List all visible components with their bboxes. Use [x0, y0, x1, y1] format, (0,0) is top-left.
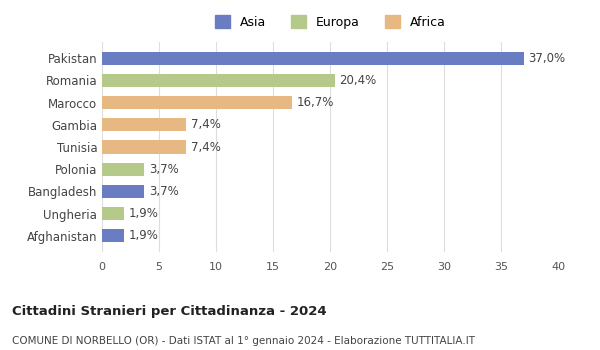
Text: 16,7%: 16,7%	[297, 96, 334, 109]
Text: 7,4%: 7,4%	[191, 140, 221, 154]
Text: COMUNE DI NORBELLO (OR) - Dati ISTAT al 1° gennaio 2024 - Elaborazione TUTTITALI: COMUNE DI NORBELLO (OR) - Dati ISTAT al …	[12, 336, 475, 346]
Bar	[102, 96, 292, 109]
Bar	[102, 74, 335, 87]
Text: 7,4%: 7,4%	[191, 118, 221, 131]
Text: 1,9%: 1,9%	[128, 207, 158, 220]
Text: Cittadini Stranieri per Cittadinanza - 2024: Cittadini Stranieri per Cittadinanza - 2…	[12, 304, 326, 317]
Text: 1,9%: 1,9%	[128, 229, 158, 242]
Text: 3,7%: 3,7%	[149, 163, 178, 176]
Bar	[102, 118, 187, 132]
Bar	[102, 51, 524, 65]
Text: 37,0%: 37,0%	[529, 52, 565, 65]
Legend: Asia, Europa, Africa: Asia, Europa, Africa	[209, 10, 451, 34]
Bar	[102, 207, 124, 220]
Bar	[102, 185, 144, 198]
Bar	[102, 162, 144, 176]
Text: 20,4%: 20,4%	[339, 74, 376, 87]
Bar	[102, 140, 187, 154]
Text: 3,7%: 3,7%	[149, 185, 178, 198]
Bar	[102, 229, 124, 243]
